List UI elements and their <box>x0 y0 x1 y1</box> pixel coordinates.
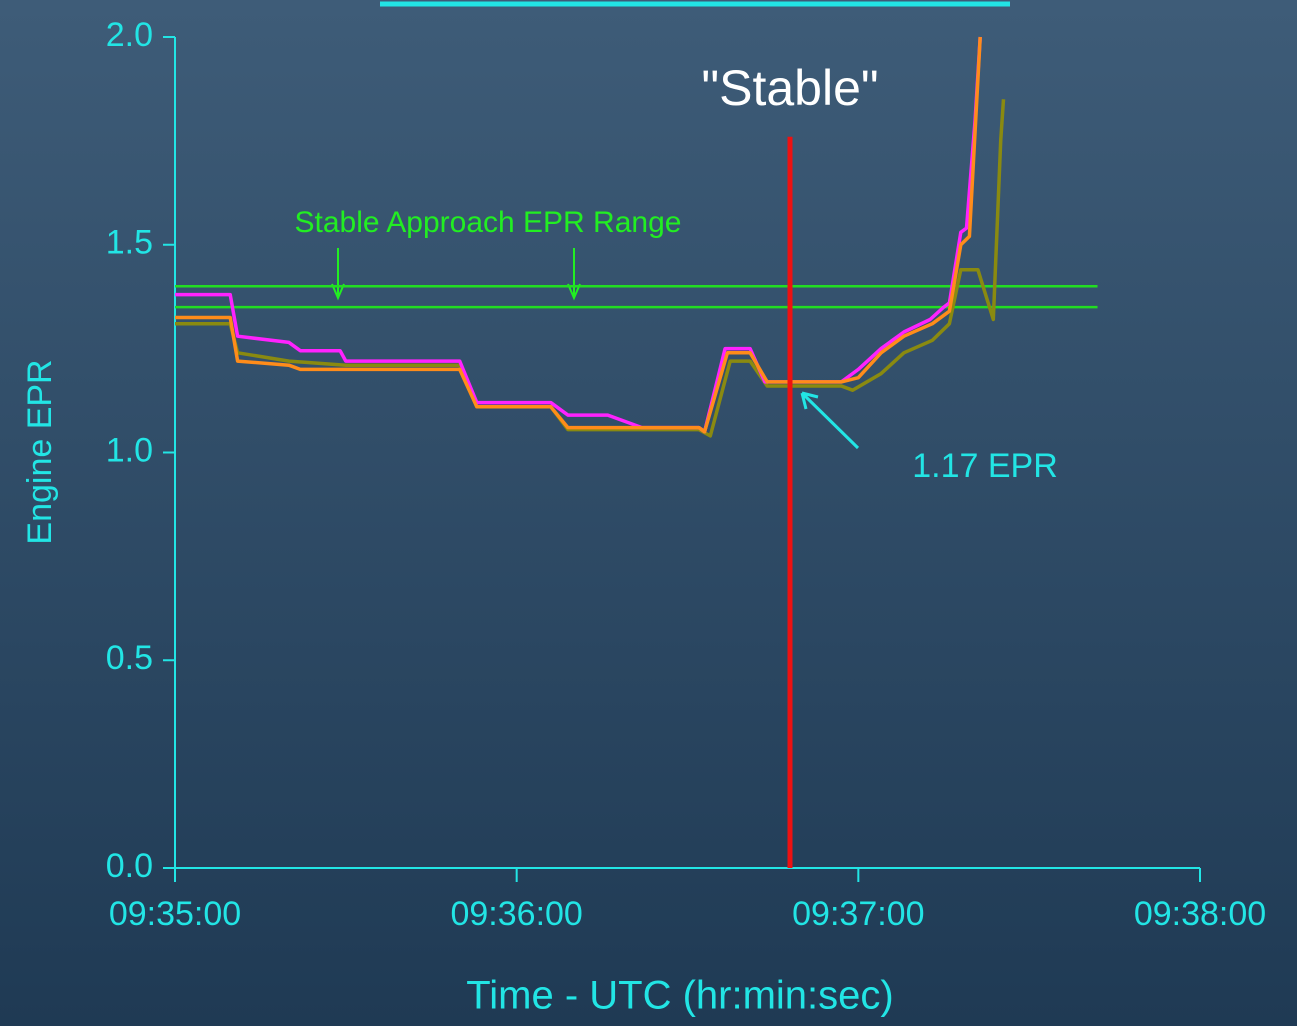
y-tick-label: 1.0 <box>106 431 153 469</box>
marker-label: "Stable" <box>701 60 878 116</box>
band-arrows <box>331 248 581 301</box>
x-tick-label: 09:37:00 <box>792 895 924 933</box>
series-line <box>175 36 982 434</box>
point-arrow <box>800 391 860 450</box>
y-tick-label: 1.5 <box>106 224 153 262</box>
band-label: Stable Approach EPR Range <box>295 206 682 239</box>
x-axis-label: Time - UTC (hr:min:sec) <box>466 974 893 1018</box>
series-line <box>175 99 1006 438</box>
x-tick-label: 09:38:00 <box>1134 895 1266 933</box>
y-axis-label: Engine EPR <box>21 359 59 544</box>
point-label: 1.17 EPR <box>912 447 1058 485</box>
x-tick-label: 09:35:00 <box>109 895 241 933</box>
y-tick-label: 0.5 <box>106 639 153 677</box>
x-tick-label: 09:36:00 <box>450 895 582 933</box>
y-tick-label: 0.0 <box>106 847 153 885</box>
y-tick-label: 2.0 <box>106 16 153 54</box>
